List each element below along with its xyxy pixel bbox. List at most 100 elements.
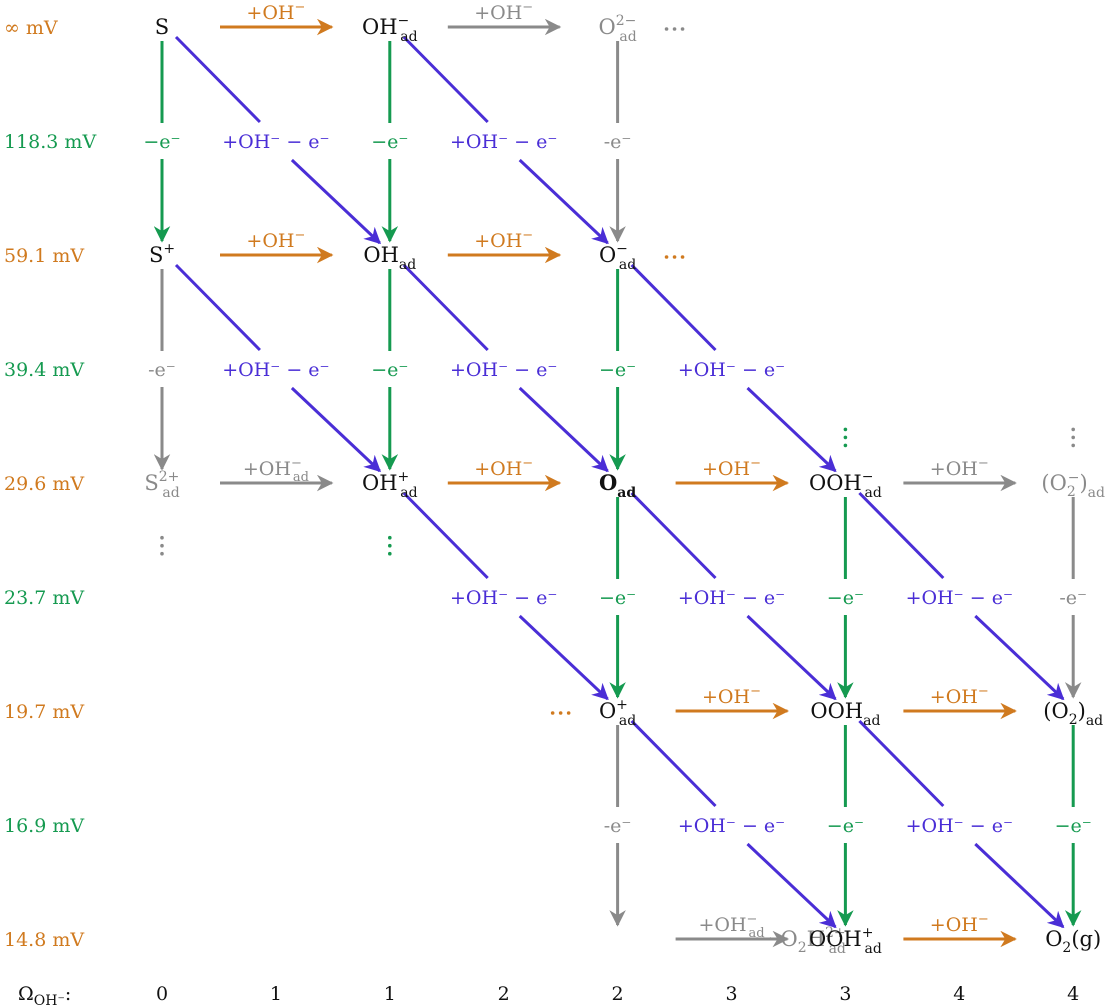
row-voltage-labels: ∞ mV 118.3 mV 59.1 mV 39.4 mV 29.6 mV 23.7 mV… bbox=[4, 17, 96, 951]
row-voltage-label: ∞ mV bbox=[4, 17, 58, 39]
h-arrow-label: +OH− bbox=[474, 456, 533, 480]
omega-value: 3 bbox=[839, 983, 851, 1005]
v-arrow-label: −e⁻ bbox=[827, 815, 864, 837]
species-nodes: S OH− ad O2− ad S+ OHad O− ad S2+ ad OH+ ad Oad OOH− ad… bbox=[144, 13, 1105, 957]
d-arrow-upper bbox=[402, 263, 489, 352]
d-arrow-upper bbox=[630, 719, 717, 808]
row-voltage-label: 16.9 mV bbox=[4, 815, 84, 837]
row-voltage-label: 23.7 mV bbox=[4, 587, 84, 609]
edge-labels: +OH− +OH− +OH− +OH− +OH− ad +OH− +OH− +OH− +OH− +O… bbox=[143, 0, 1091, 941]
ellipsis-dots bbox=[664, 27, 685, 31]
d-arrow bbox=[518, 158, 609, 245]
species-node: (O2−)ad bbox=[1041, 470, 1105, 501]
d-arrow-upper bbox=[630, 491, 717, 580]
d-arrow-label: +OH⁻ − e⁻ bbox=[678, 587, 785, 609]
d-arrow-label: +OH⁻ − e⁻ bbox=[906, 587, 1013, 609]
d-arrow-label: +OH⁻ − e⁻ bbox=[450, 587, 557, 609]
d-arrow-label: +OH⁻ − e⁻ bbox=[450, 359, 557, 381]
d-arrow bbox=[290, 386, 381, 473]
v-arrow-label: −e⁻ bbox=[1055, 815, 1092, 837]
row-voltage-label: 14.8 mV bbox=[4, 929, 84, 951]
row-voltage-label: 118.3 mV bbox=[4, 131, 96, 153]
omega-axis-label: ΩOH⁻: bbox=[18, 983, 71, 1008]
h-arrow-label: +OH− bbox=[474, 228, 533, 252]
species-node: S2+ ad bbox=[144, 469, 179, 501]
v-arrow-label: -e⁻ bbox=[604, 131, 632, 153]
v-arrow-label: -e⁻ bbox=[604, 815, 632, 837]
d-arrow bbox=[518, 614, 609, 701]
species-node: O2(g) bbox=[1045, 927, 1101, 956]
h-arrow-label: +OH− bbox=[702, 684, 761, 708]
d-arrow-upper bbox=[630, 263, 717, 352]
row-voltage-label: 59.1 mV bbox=[4, 245, 84, 267]
d-arrow-upper bbox=[402, 491, 489, 580]
omega-axis: ΩOH⁻: 0 1 1 2 2 3 3 4 4 bbox=[18, 983, 1079, 1008]
ellipsis-dots bbox=[160, 535, 164, 556]
d-arrow bbox=[746, 386, 837, 473]
d-arrow bbox=[974, 842, 1065, 929]
species-node: OH+ ad bbox=[362, 469, 418, 501]
v-arrow-label: −e⁻ bbox=[371, 131, 408, 153]
species-node: Oad bbox=[599, 470, 636, 501]
omega-value: 1 bbox=[270, 983, 282, 1005]
row-voltage-label: 19.7 mV bbox=[4, 701, 84, 723]
species-node: OH− ad bbox=[362, 13, 418, 45]
species-node: ··· O2H2+ ad bbox=[754, 925, 846, 957]
ellipsis-dots bbox=[550, 711, 571, 715]
species-node: O2− ad bbox=[599, 13, 637, 45]
row-voltage-label: 39.4 mV bbox=[4, 359, 84, 381]
species-node: (O2)ad bbox=[1043, 699, 1103, 729]
species-node: S bbox=[155, 15, 169, 39]
d-arrow-label: +OH⁻ − e⁻ bbox=[450, 131, 557, 153]
omega-value: 3 bbox=[725, 983, 737, 1005]
d-arrow bbox=[290, 158, 381, 245]
d-arrow-label: +OH⁻ − e⁻ bbox=[678, 815, 785, 837]
ellipsis-dots bbox=[388, 535, 392, 556]
h-arrow-label: +OH− bbox=[474, 0, 533, 24]
species-node: OOH+ ad bbox=[809, 925, 882, 957]
omega-value: 0 bbox=[156, 983, 168, 1005]
d-arrow-upper bbox=[858, 719, 945, 808]
h-arrow-label: +OH− bbox=[246, 228, 305, 252]
v-arrow-label: −e⁻ bbox=[599, 587, 636, 609]
edge-lines bbox=[153, 18, 1082, 948]
omega-value: 1 bbox=[384, 983, 396, 1005]
d-arrow-label: +OH⁻ − e⁻ bbox=[222, 359, 329, 381]
omega-value: 2 bbox=[612, 983, 624, 1005]
h-arrow-label: +OH− bbox=[246, 0, 305, 24]
h-arrow-label: +OH− bbox=[930, 456, 989, 480]
v-arrow-label: −e⁻ bbox=[371, 359, 408, 381]
omega-value: 2 bbox=[498, 983, 510, 1005]
species-node: OOHad bbox=[810, 699, 880, 729]
species-node: OHad bbox=[363, 243, 416, 273]
ellipsis-dots bbox=[664, 255, 685, 259]
d-arrow bbox=[746, 614, 837, 701]
v-arrow-label: -e⁻ bbox=[148, 359, 176, 381]
species-node: OOH− ad bbox=[809, 469, 882, 501]
omega-value: 4 bbox=[1067, 983, 1079, 1005]
v-arrow-label: -e⁻ bbox=[1059, 587, 1087, 609]
d-arrow bbox=[518, 386, 609, 473]
v-arrow-label: −e⁻ bbox=[143, 131, 180, 153]
h-arrow-label: +OH− ad bbox=[698, 912, 764, 941]
species-node: O+ ad bbox=[599, 697, 636, 729]
d-arrow-upper bbox=[402, 35, 489, 124]
d-arrow-upper bbox=[174, 263, 261, 352]
h-arrow-label: +OH− bbox=[702, 456, 761, 480]
omega-value: 4 bbox=[953, 983, 965, 1005]
d-arrow-upper bbox=[858, 491, 945, 580]
h-arrow-label: +OH− bbox=[930, 684, 989, 708]
species-node: S+ bbox=[149, 241, 175, 267]
h-arrow-label: +OH− ad bbox=[243, 456, 309, 485]
ellipsis-dots bbox=[843, 427, 848, 448]
d-arrow bbox=[746, 842, 837, 929]
d-arrow-label: +OH⁻ − e⁻ bbox=[678, 359, 785, 381]
d-arrow-upper bbox=[174, 35, 261, 124]
d-arrow bbox=[974, 614, 1065, 701]
h-arrow-label: +OH− bbox=[930, 912, 989, 936]
v-arrow-label: −e⁻ bbox=[827, 587, 864, 609]
species-node: O− ad bbox=[599, 241, 636, 273]
ellipsis-dots bbox=[1071, 427, 1075, 448]
row-voltage-label: 29.6 mV bbox=[4, 473, 84, 495]
